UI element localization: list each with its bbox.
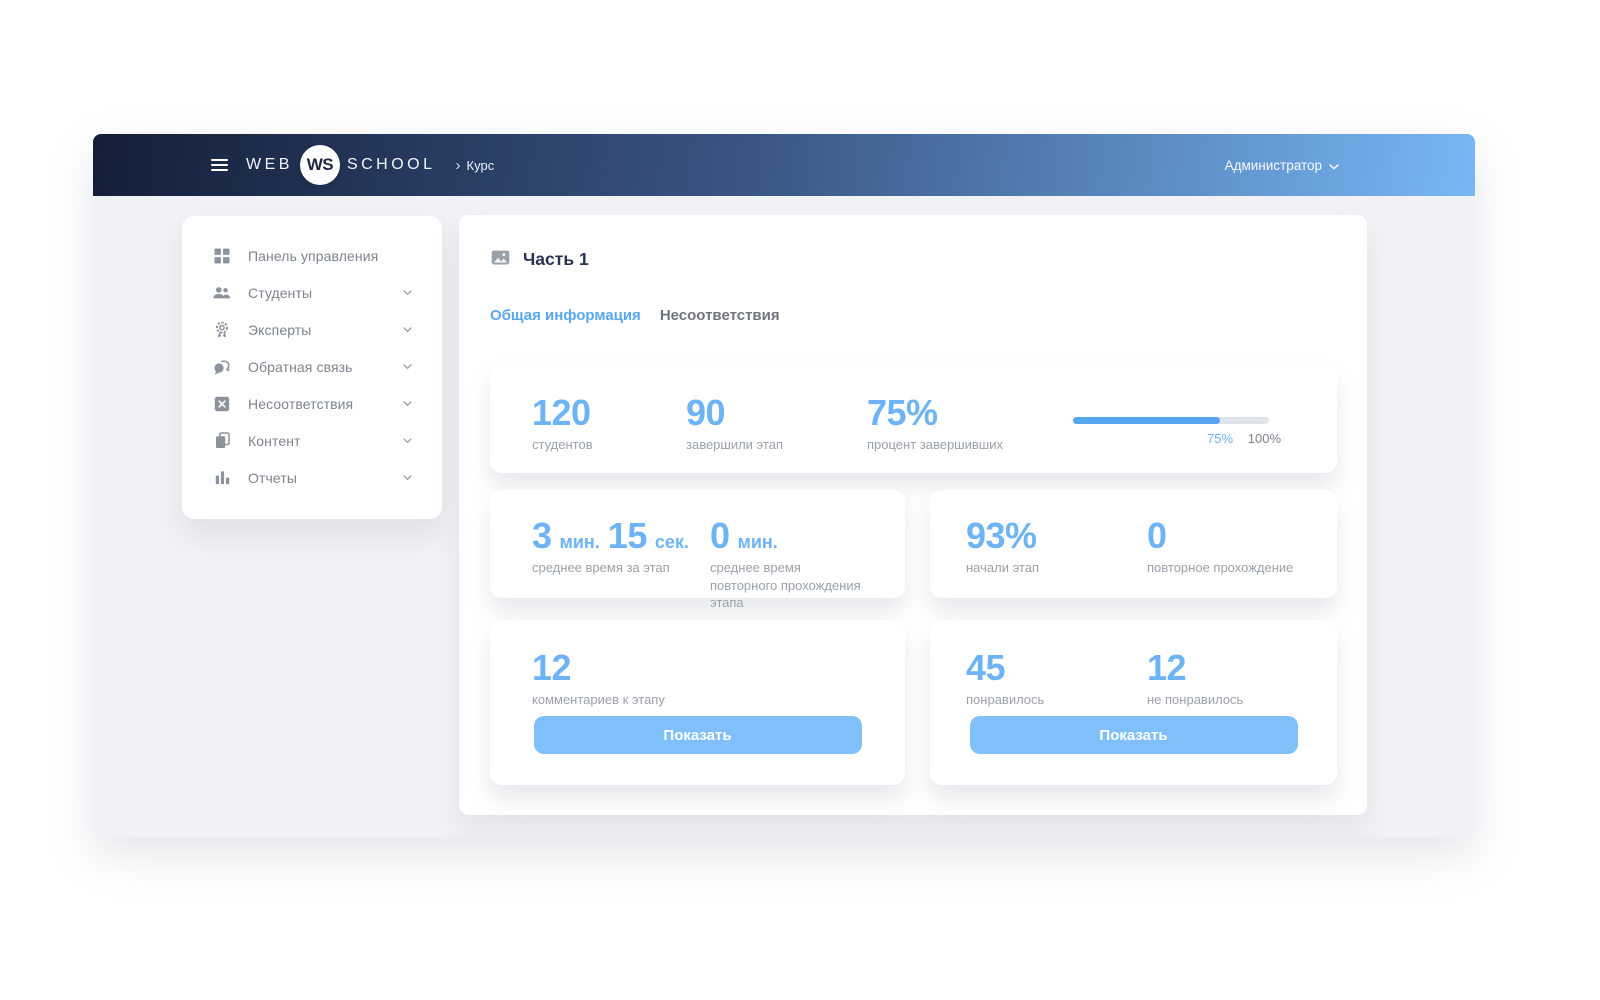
likes-card: 45 понравилось 12 не понравилось Показат… (930, 620, 1337, 785)
stat-value: 90 (686, 392, 726, 433)
stat-value: 15 (607, 515, 648, 556)
overview-card: 120 студентов 90 завершили этап 75% проц… (490, 365, 1337, 473)
stat-unit: сек. (654, 532, 689, 552)
progress-track (1073, 417, 1269, 424)
stat-label: студентов (532, 437, 593, 452)
main-panel: Часть 1 Общая информация Несоответствия … (459, 215, 1367, 815)
stat-value: 12 (532, 647, 572, 688)
stat-value: 0 (710, 515, 730, 556)
progress-fill (1073, 417, 1220, 424)
stat-label: процент завершивших (867, 437, 1003, 452)
sidebar-item-label: Обратная связь (248, 358, 353, 375)
stat-label: среднее время за этап (532, 560, 670, 575)
stat-label: среднее время повторного прохождения эта… (710, 560, 861, 611)
tab-bar: Общая информация Несоответствия (490, 307, 780, 324)
stat-started: 93% начали этап (966, 518, 1147, 598)
hamburger-menu-icon[interactable] (211, 159, 228, 171)
stat-students: 120 студентов (532, 395, 686, 473)
user-menu-label: Администратор (1224, 157, 1322, 173)
stat-likes: 45 понравилось (966, 650, 1147, 785)
ws-logo-icon: WS (299, 145, 340, 185)
start-card: 93% начали этап 0 повторное прохождение (930, 490, 1337, 598)
chevron-down-icon (403, 363, 412, 370)
sidebar-item-dashboard[interactable]: Панель управления (182, 237, 442, 274)
chevron-down-icon (1329, 158, 1339, 173)
stat-value: 12 (1147, 647, 1187, 688)
sidebar-item-content[interactable]: Контент (182, 422, 442, 459)
breadcrumb-chevron-icon: › (455, 156, 461, 174)
stat-avg-time: 3 мин. 15 сек. среднее время за этап (532, 518, 710, 598)
sidebar: Панель управления Студенты Эксперты (182, 216, 442, 519)
sidebar-item-mismatches[interactable]: Несоответствия (182, 385, 442, 422)
stat-avg-retry-time: 0 мин. среднее время повторного прохожде… (710, 515, 870, 611)
students-icon (213, 284, 231, 301)
stat-label: повторное прохождение (1147, 560, 1294, 575)
brand-word-web: WEB (246, 156, 293, 173)
stat-unit: мин. (737, 532, 778, 552)
stat-label: начали этап (966, 560, 1040, 575)
stat-value: 93% (966, 515, 1037, 556)
stat-value: 45 (966, 647, 1006, 688)
sidebar-item-label: Эксперты (248, 321, 312, 338)
stat-label: завершили этап (686, 437, 783, 452)
sidebar-item-label: Отчеты (248, 469, 297, 486)
tab-general-info[interactable]: Общая информация (490, 307, 641, 324)
stat-unit: мин. (559, 532, 600, 552)
stat-label: не понравилось (1147, 692, 1244, 707)
stat-completed-percent: 75% процент завершивших (867, 395, 1003, 473)
time-card: 3 мин. 15 сек. среднее время за этап 0 м… (490, 490, 905, 611)
x-square-icon (213, 395, 231, 412)
progress-value-label: 75% (1206, 431, 1234, 446)
stat-value: 75% (867, 392, 938, 433)
show-likes-button[interactable]: Показать (969, 716, 1298, 754)
brand-logo[interactable]: WEB WS SCHOOL (246, 145, 436, 185)
sidebar-item-label: Панель управления (248, 247, 379, 264)
user-menu[interactable]: Администратор (1225, 158, 1339, 173)
stat-value: 120 (532, 392, 591, 433)
stat-completed: 90 завершили этап (686, 395, 867, 473)
stat-label: понравилось (966, 692, 1045, 707)
award-badge-icon (213, 321, 231, 338)
chevron-down-icon (403, 400, 412, 407)
image-icon (491, 250, 510, 270)
show-comments-button[interactable]: Показать (533, 716, 862, 754)
app-window: WEB WS SCHOOL › Курс Администратор (93, 134, 1475, 837)
stat-value: 0 (1147, 515, 1167, 556)
brand-word-school: SCHOOL (346, 156, 436, 173)
chevron-down-icon (403, 437, 412, 444)
sidebar-item-label: Контент (248, 432, 301, 449)
breadcrumb: › Курс (456, 158, 495, 173)
chevron-down-icon (403, 326, 412, 333)
page-title: Часть 1 (523, 249, 589, 269)
sidebar-item-experts[interactable]: Эксперты (182, 311, 442, 348)
sidebar-item-feedback[interactable]: Обратная связь (182, 348, 442, 385)
feedback-bubbles-icon (213, 358, 231, 375)
copy-pages-icon (213, 432, 231, 449)
chevron-down-icon (403, 289, 412, 296)
top-navbar: WEB WS SCHOOL › Курс Администратор (93, 134, 1475, 196)
sidebar-item-reports[interactable]: Отчеты (182, 459, 442, 496)
breadcrumb-course-link[interactable]: Курс (466, 157, 495, 173)
sidebar-item-students[interactable]: Студенты (182, 274, 442, 311)
dashboard-grid-icon (213, 247, 231, 264)
content-area: Панель управления Студенты Эксперты (93, 196, 1475, 837)
sidebar-item-label: Студенты (248, 284, 313, 301)
stat-label: комментариев к этапу (532, 692, 665, 707)
stat-repeat: 0 повторное прохождение (1147, 518, 1293, 598)
stat-comments: 12 комментариев к этапу (532, 650, 905, 709)
chevron-down-icon (403, 474, 412, 481)
stat-dislikes: 12 не понравилось (1147, 650, 1243, 785)
tab-mismatches[interactable]: Несоответствия (659, 307, 780, 324)
progress-max-label: 100% (1247, 431, 1281, 446)
sidebar-item-label: Несоответствия (248, 395, 354, 412)
bar-chart-icon (213, 469, 231, 486)
completion-progress: 75% 100% (1073, 395, 1281, 473)
stat-value: 3 (532, 515, 552, 556)
comments-card: 12 комментариев к этапу Показать (490, 620, 905, 785)
